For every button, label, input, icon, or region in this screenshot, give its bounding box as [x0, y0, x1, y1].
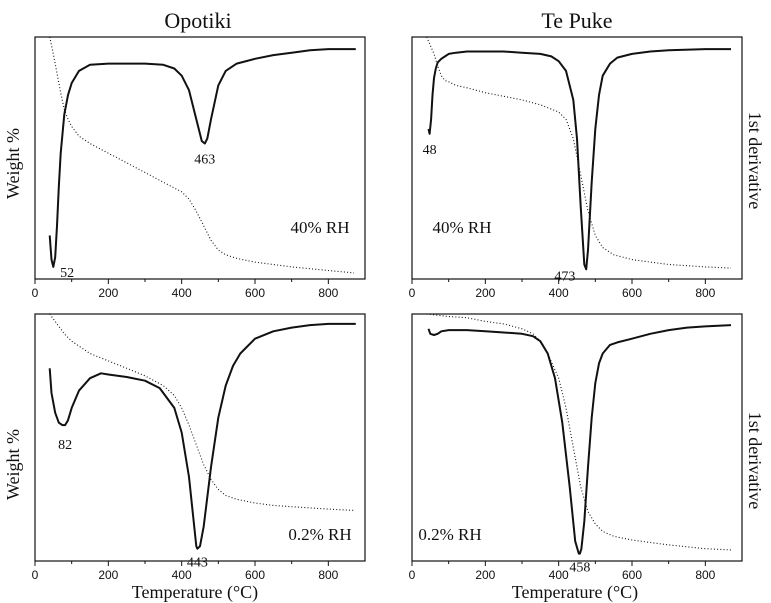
plot-frame: [411, 36, 743, 280]
x-tick-label: 800: [318, 286, 338, 300]
derivative-curve: [48, 322, 356, 550]
peak-label: 443: [187, 556, 208, 571]
condition-label: 0.2% RH: [418, 525, 481, 544]
x-tick-label: 200: [475, 286, 495, 300]
weight-curve: [426, 36, 732, 269]
weight-curve: [426, 313, 732, 551]
derivative-curve: [427, 324, 732, 555]
derivative-curve: [427, 48, 731, 271]
peak-label: 82: [58, 438, 72, 453]
x-tick-label: 0: [32, 568, 39, 582]
y-axis-label-top: Weight %: [3, 127, 24, 200]
x-tick-label: 400: [549, 286, 569, 300]
y-axis-label-bottom: Weight %: [3, 428, 24, 501]
panel-opotiki-40rh: 0 200 400 600 800 52 463 40% RH: [32, 36, 366, 300]
x-axis-label-left: Temperature (°C): [131, 582, 259, 602]
peak-label: 48: [423, 143, 437, 158]
peak-label: 473: [554, 269, 575, 284]
x-tick-label: 600: [245, 286, 265, 300]
column-title-opotiki: Opotiki: [164, 8, 232, 33]
x-tick-label: 0: [32, 286, 39, 300]
x-tick-label: 400: [172, 286, 192, 300]
x-tick-label: 400: [549, 568, 569, 582]
x-tick-label: 0: [409, 568, 416, 582]
x-axis-label-right: Temperature (°C): [511, 582, 639, 602]
condition-label: 40% RH: [290, 218, 349, 237]
panel-opotiki-0-2rh: 0 200 400 600 800 82 443 0.2% RH: [32, 313, 366, 582]
x-tick-label: 600: [622, 286, 642, 300]
panel-te-puke-0-2rh: 0 200 400 600 800 458 0.2% RH: [409, 313, 743, 582]
x-tick-label: 800: [695, 568, 715, 582]
weight-curve: [49, 313, 355, 511]
plot-frame: [34, 36, 366, 280]
x-tick-label: 400: [172, 568, 192, 582]
x-tick-label: 800: [695, 286, 715, 300]
x-tick-label: 200: [98, 286, 118, 300]
x-tick-label: 600: [245, 568, 265, 582]
x-tick-label: 600: [622, 568, 642, 582]
plot-frame: [34, 313, 366, 562]
x-tick-label: 0: [409, 286, 416, 300]
peak-label: 52: [60, 266, 74, 281]
x-tick-label: 800: [318, 568, 338, 582]
peak-label: 458: [569, 561, 590, 576]
column-title-te-puke: Te Puke: [541, 8, 613, 33]
condition-label: 40% RH: [432, 218, 491, 237]
peak-label: 463: [194, 152, 215, 167]
panel-te-puke-40rh: 0 200 400 600 800 48 473 40% RH: [409, 36, 743, 300]
weight-curve: [49, 36, 355, 274]
x-tick-label: 200: [475, 568, 495, 582]
condition-label: 0.2% RH: [288, 525, 351, 544]
x-tick-label: 200: [98, 568, 118, 582]
derivative-curve: [48, 48, 356, 268]
plot-frame: [411, 313, 743, 562]
